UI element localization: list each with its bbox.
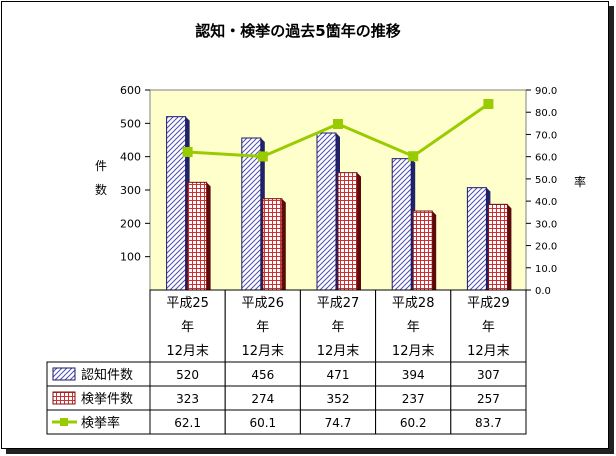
bar-cleared: [187, 181, 208, 291]
left-tick-label: 100: [120, 251, 141, 264]
bar-marks: [166, 116, 512, 291]
value-cell: [375, 409, 452, 435]
data-label: 352: [327, 392, 350, 406]
right-tick-label: 70.0: [535, 130, 557, 141]
right-tick-label: 20.0: [535, 242, 557, 253]
category-cell: [149, 289, 226, 363]
category-label: 12月末: [166, 344, 209, 359]
value-cell: [299, 385, 377, 411]
left-axis-label-1: 件: [95, 159, 107, 173]
legend-key-bar: [52, 391, 76, 405]
right-tick-label: 0.0: [535, 286, 551, 297]
bar-side: [357, 172, 361, 290]
bar-side: [281, 198, 286, 290]
left-tick-label: 500: [120, 117, 141, 130]
legend-label: 検挙率: [81, 415, 120, 431]
data-label: 274: [251, 392, 274, 406]
value-cell: [149, 361, 226, 387]
data-label: 83.7: [475, 416, 502, 430]
category-label: 平成26: [242, 296, 285, 311]
category-cell: [224, 289, 301, 363]
bar-recognized: [316, 132, 337, 291]
left-tick-label: 600: [120, 84, 141, 97]
bar-cleared: [487, 203, 508, 291]
left-axis-label-2: 数: [95, 182, 107, 197]
bar-side: [206, 182, 211, 290]
value-cell: [450, 385, 527, 411]
bar-side: [432, 211, 437, 290]
right-tick-label: 40.0: [535, 197, 557, 208]
bar-recognized: [166, 116, 187, 291]
line-marks: [182, 99, 494, 162]
legend-label: 認知件数: [81, 367, 133, 383]
category-cell: [375, 289, 452, 363]
value-cell: [450, 361, 527, 387]
left-tick-label: 400: [120, 151, 141, 164]
category-label: 12月末: [317, 344, 360, 359]
category-label: 年: [407, 320, 420, 335]
data-label: 471: [327, 368, 350, 382]
right-tick-label: 30.0: [535, 219, 557, 230]
category-label: 年: [482, 320, 495, 335]
data-label: 74.7: [325, 416, 352, 430]
right-tick-label: 50.0: [535, 175, 557, 186]
data-label: 62.1: [174, 416, 201, 430]
bar-recognized: [466, 187, 487, 291]
right-tick-label: 80.0: [535, 108, 557, 119]
category-cell: [450, 289, 527, 363]
bar-recognized: [391, 158, 412, 291]
data-label: 394: [402, 368, 425, 382]
line-marker: [257, 151, 268, 162]
line-marker: [483, 99, 494, 109]
category-label: 平成29: [467, 296, 510, 311]
line-marker: [182, 147, 193, 157]
bar-cleared: [412, 210, 433, 291]
right-axis-ticks: 90.0 80.0 70.0 60.0 50.0 40.0 30.0 20.0 10.0 0.0: [526, 86, 557, 297]
data-label: 60.1: [249, 416, 276, 430]
legend-key-bar: [52, 367, 76, 381]
data-label: 520: [176, 368, 199, 382]
line-marker: [408, 151, 419, 162]
left-axis-ticks: 600 500 400 300 200 100: [120, 84, 150, 264]
category-label: 12月末: [392, 344, 435, 359]
bar-side: [507, 204, 512, 290]
right-tick-label: 90.0: [535, 86, 557, 97]
legend-label: 検挙件数: [81, 392, 133, 407]
category-label: 年: [331, 320, 344, 335]
category-label: 平成28: [392, 296, 435, 311]
left-tick-label: 200: [120, 217, 141, 230]
bar-cleared: [262, 198, 283, 291]
data-label: 257: [477, 392, 500, 406]
category-cell: [299, 289, 377, 363]
data-label: 456: [251, 368, 274, 382]
category-label: 年: [181, 320, 194, 335]
data-label: 60.2: [400, 416, 427, 430]
bar-cleared: [337, 172, 358, 291]
category-label: 平成27: [317, 296, 360, 311]
legend-key-marker: [60, 418, 68, 426]
category-label: 12月末: [467, 344, 510, 359]
value-cell: [299, 361, 377, 387]
data-label: 307: [477, 368, 500, 382]
right-axis-label: 率: [574, 174, 586, 189]
right-tick-label: 60.0: [535, 153, 557, 164]
category-label: 12月末: [242, 344, 285, 359]
data-label: 323: [176, 392, 199, 406]
chart-title: 認知・検挙の過去5箇年の推移: [195, 22, 400, 40]
category-label: 平成25: [166, 296, 209, 311]
value-cell: [375, 361, 452, 387]
data-table: 平成25 年 12月末 平成26 年 12月末 平成27 年 12月末 平成28 年 12月末 平成29…: [46, 289, 527, 435]
data-label: 237: [402, 392, 425, 406]
value-cell: [450, 409, 527, 435]
right-tick-label: 10.0: [535, 264, 557, 275]
line-marker: [333, 119, 343, 129]
category-label: 年: [256, 320, 269, 335]
left-tick-label: 300: [120, 184, 141, 197]
